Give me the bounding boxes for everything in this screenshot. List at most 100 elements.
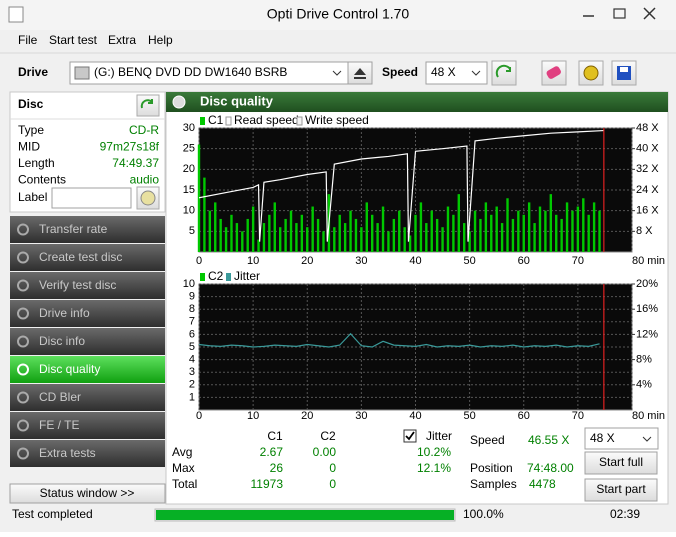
window-title: Opti Drive Control 1.70 xyxy=(267,6,410,22)
nav-label[interactable]: Create test disc xyxy=(39,250,122,264)
nav-icon xyxy=(17,363,29,376)
status-window-label[interactable]: Status window >> xyxy=(40,486,135,500)
nav-label[interactable]: Extra tests xyxy=(39,446,96,460)
nav-button[interactable] xyxy=(10,328,165,355)
field-label: MID xyxy=(18,140,40,154)
bar xyxy=(457,194,460,252)
label-input[interactable] xyxy=(51,187,132,209)
speed-label: Speed xyxy=(470,433,505,447)
bar xyxy=(495,206,498,252)
bar xyxy=(463,223,466,252)
legend-bg xyxy=(199,271,632,283)
bar xyxy=(473,210,477,252)
x-tick-label: 60 xyxy=(518,410,530,422)
y2-tick-label: 32 X xyxy=(636,163,659,175)
nav-label[interactable]: FE / TE xyxy=(39,418,79,432)
bar xyxy=(268,214,271,252)
x-tick-label: 80 min xyxy=(632,255,665,267)
start-part-button[interactable] xyxy=(584,478,658,502)
y-tick-label: 5 xyxy=(189,225,195,237)
nav-label[interactable]: CD Bler xyxy=(39,390,81,404)
y2-tick-label: 24 X xyxy=(636,184,659,196)
window-controls[interactable] xyxy=(583,7,656,20)
speed-select-value[interactable]: 48 X xyxy=(590,431,615,445)
nav-label[interactable]: Disc quality xyxy=(39,362,100,376)
close[interactable] xyxy=(643,7,656,20)
y-tick-label: 3 xyxy=(189,366,195,378)
x-tick-label: 40 xyxy=(409,410,421,422)
legend-label: Jitter xyxy=(234,269,260,283)
nav-label[interactable]: Transfer rate xyxy=(39,222,108,236)
stats-value: 2.67 xyxy=(260,445,284,459)
samples-value: 4478 xyxy=(529,477,556,491)
x-tick-label: 10 xyxy=(247,410,259,422)
bar xyxy=(333,227,336,252)
elapsed-time: 02:39 xyxy=(610,507,640,521)
menu-item[interactable]: Start test xyxy=(49,33,98,47)
bar xyxy=(289,210,293,252)
speed-select[interactable] xyxy=(425,61,488,85)
progress-label: 100.0% xyxy=(463,507,504,521)
legend-label: Read speed xyxy=(234,113,299,127)
refresh-button[interactable] xyxy=(491,60,517,86)
maximize[interactable] xyxy=(613,8,626,19)
bar xyxy=(306,227,309,252)
nav-button[interactable] xyxy=(10,412,165,439)
nav-icon xyxy=(17,307,29,320)
nav-label[interactable]: Disc info xyxy=(39,334,85,348)
x-tick-label: 20 xyxy=(301,255,313,267)
nav-button[interactable] xyxy=(10,440,165,467)
bar xyxy=(522,214,525,252)
bar xyxy=(214,202,217,252)
drive-value[interactable]: (G:) BENQ DVD DD DW1640 BSRB xyxy=(94,65,287,79)
settings-icon xyxy=(583,65,599,81)
nav-button[interactable] xyxy=(10,216,165,243)
dropdown-arrow xyxy=(471,70,481,76)
jitter-checkbox[interactable] xyxy=(403,429,417,443)
disc-refresh[interactable] xyxy=(136,94,160,117)
stats-value: 12.1% xyxy=(417,461,451,475)
menu-item[interactable]: Extra xyxy=(108,33,136,47)
chart: 5 10 15 20 25 30 8 X 16 X 24 X 32 X 40 X 48 X 0 10 20 3… xyxy=(183,113,665,267)
nav-button-active[interactable] xyxy=(10,356,165,383)
start-full-button[interactable] xyxy=(584,451,658,475)
menu-item[interactable]: Help xyxy=(148,33,173,47)
speed-value[interactable]: 48 X xyxy=(431,65,456,79)
save-button[interactable] xyxy=(611,60,637,86)
menu-item[interactable]: File xyxy=(18,33,38,47)
nav: Transfer rate Create test disc Verify test… xyxy=(10,216,165,467)
bar xyxy=(197,144,201,252)
stats-value: 26 xyxy=(270,461,284,475)
start-part-label[interactable]: Start part xyxy=(596,482,646,496)
bar xyxy=(441,227,444,252)
status-message: Test completed xyxy=(12,507,93,521)
x-tick-label: 0 xyxy=(196,255,202,267)
y-tick-label: 20 xyxy=(183,163,195,175)
nav-icon xyxy=(17,447,29,460)
nav-button[interactable] xyxy=(10,300,165,327)
bar xyxy=(430,210,433,252)
bar xyxy=(360,227,363,252)
y2-tick-label: 20% xyxy=(636,278,658,290)
field-value: audio xyxy=(130,173,160,187)
start-full-label[interactable]: Start full xyxy=(599,455,643,469)
bar xyxy=(419,202,423,252)
disc-title: Disc xyxy=(18,97,44,111)
y2-tick-label: 8% xyxy=(636,354,652,366)
y-tick-label: 30 xyxy=(183,122,195,134)
nav-button[interactable] xyxy=(10,384,165,411)
save-icon xyxy=(620,67,628,72)
bar xyxy=(403,227,406,252)
bar xyxy=(208,210,212,252)
app-icon xyxy=(8,6,24,23)
nav-button[interactable] xyxy=(10,272,165,299)
speed-select[interactable] xyxy=(584,427,659,450)
bar xyxy=(349,210,352,252)
nav-button[interactable] xyxy=(10,244,165,271)
drive-icon xyxy=(74,66,90,80)
y2-tick-label: 48 X xyxy=(636,122,659,134)
status-window-button[interactable] xyxy=(9,483,166,504)
legend-bg xyxy=(199,115,632,127)
nav-label[interactable]: Drive info xyxy=(39,306,90,320)
nav-label[interactable]: Verify test disc xyxy=(39,278,116,292)
